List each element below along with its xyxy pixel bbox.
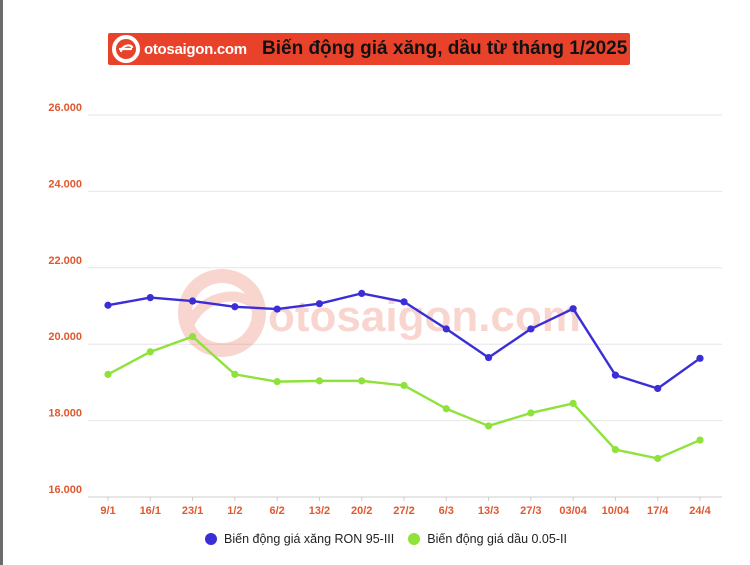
watermark-text: otosaigon.com [268,292,581,341]
data-point [527,409,535,417]
x-tick-label: 20/2 [351,505,372,517]
x-tick-label: 24/4 [689,505,711,517]
y-tick-label: 24.000 [48,178,82,190]
watermark-logo-icon [178,269,266,357]
data-point [654,384,662,393]
data-point [315,377,324,385]
data-point [696,354,704,362]
data-point [569,399,577,408]
title-banner [108,33,630,65]
data-point [484,422,493,430]
y-tick-label: 20.000 [48,331,82,343]
data-point [400,381,408,390]
chart-title: Biến động giá xăng, dầu từ tháng 1/2025 [262,38,628,59]
legend-item-ron95: Biến động giá xăng RON 95-III [205,532,394,546]
y-tick-label: 16.000 [48,484,82,496]
data-point [358,377,366,385]
x-axis: 9/1 16/1 23/1 1/2 6/2 13/2 20/2 27/2 6/3 13/3 27/3… [88,496,722,517]
data-point [146,293,154,302]
data-point [696,436,704,444]
watermark: otosaigon.com [178,269,581,357]
x-tick-label: 23/1 [182,505,203,517]
series-line-2 [107,335,701,460]
data-point [315,300,324,308]
x-tick-label: 6/3 [439,505,454,517]
y-axis: 16.000 18.000 20.000 22.000 24.000 26.000 [48,102,82,496]
y-tick-label: 22.000 [48,255,82,267]
data-point [611,446,620,454]
logo-icon [112,35,140,63]
data-point [273,378,281,386]
data-point [104,370,112,378]
x-tick-label: 10/04 [602,505,630,517]
x-tick-label: 27/3 [520,505,541,517]
legend-label-diesel: Biến động giá dầu 0.05-II [427,532,567,546]
y-tick-label: 26.000 [48,102,82,114]
data-point [442,405,450,413]
data-point [104,301,112,309]
data-point [484,353,493,362]
data-point [188,332,197,341]
x-tick-label: 9/1 [100,505,115,517]
left-edge-rule [0,0,3,565]
data-point [231,370,239,378]
data-point [273,305,281,313]
legend-marker-diesel [408,533,421,545]
data-point [611,371,620,379]
x-tick-label: 16/1 [140,505,161,517]
legend: Biến động giá xăng RON 95-III Biến động … [205,532,567,546]
x-tick-label: 27/2 [393,505,414,517]
data-point [654,454,662,463]
logo-text: otosaigon.com [144,40,247,58]
x-tick-label: 13/2 [309,505,330,517]
data-point [358,289,366,297]
data-point [188,297,197,305]
data-point [146,348,154,356]
data-point [527,325,535,333]
legend-marker-ron95 [205,533,217,545]
y-tick-label: 18.000 [48,408,82,420]
data-point [569,305,577,313]
x-tick-label: 1/2 [227,505,242,517]
data-point [442,325,450,333]
x-tick-label: 13/3 [478,505,499,517]
legend-item-diesel: Biến động giá dầu 0.05-II [408,532,567,546]
legend-label-ron95: Biến động giá xăng RON 95-III [224,532,395,546]
series-layer [104,289,704,463]
x-tick-label: 17/4 [647,505,669,517]
x-tick-label: 6/2 [269,505,284,517]
logo: otosaigon.com [112,35,247,63]
data-point [400,298,408,306]
data-point [231,303,239,311]
x-tick-label: 03/04 [559,505,587,517]
